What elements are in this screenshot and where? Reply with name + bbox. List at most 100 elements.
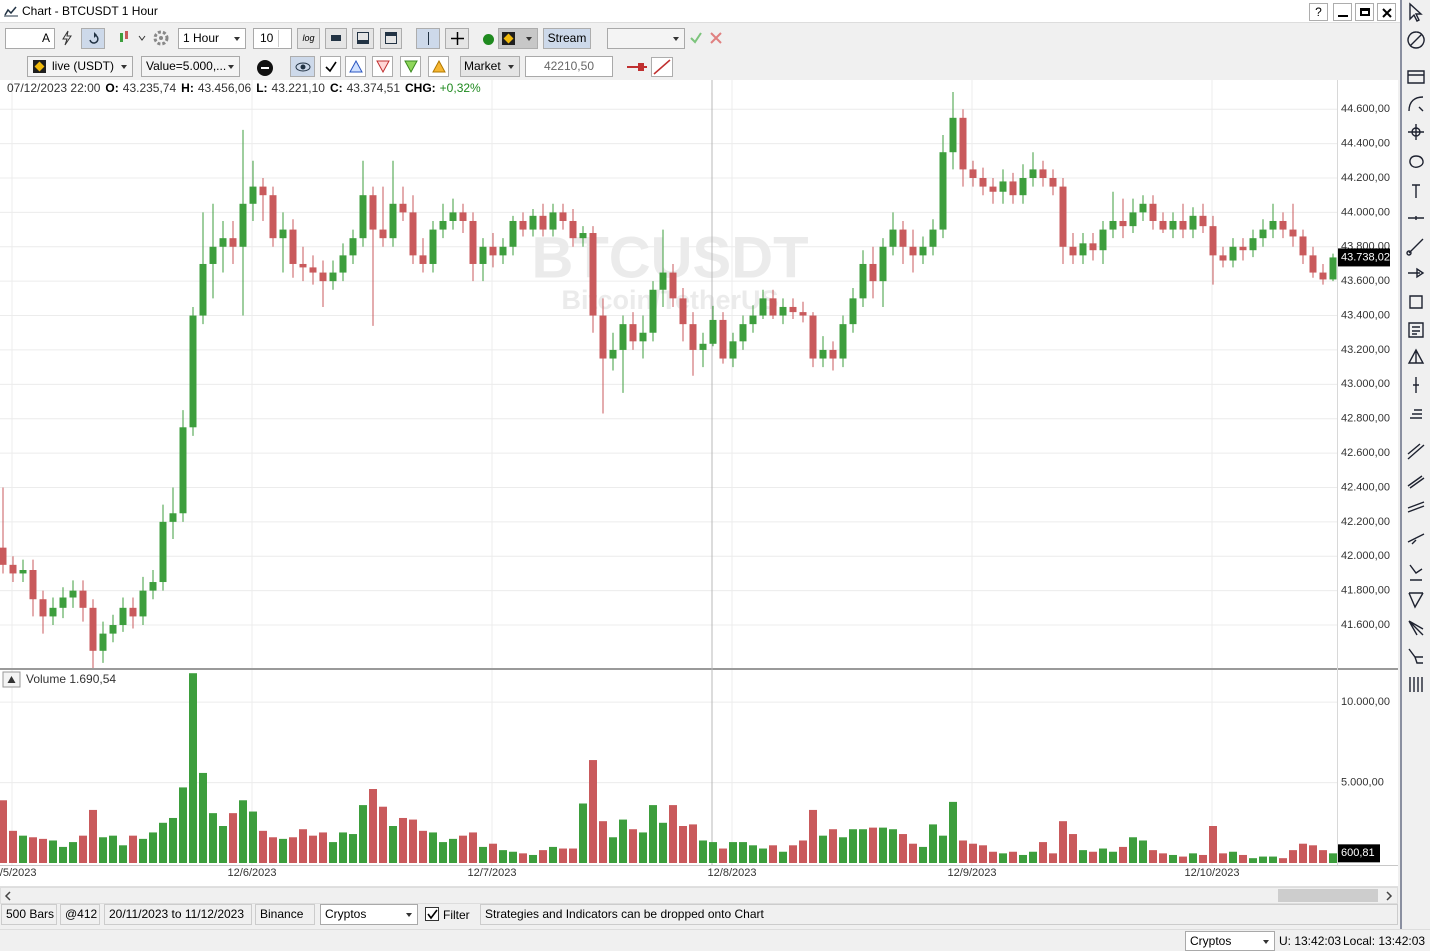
tool-icon[interactable] [1408,267,1425,279]
volume-bar [119,845,127,863]
order-type-dropdown[interactable]: Market [460,56,520,77]
candle-body [219,238,227,247]
tool-icon[interactable] [1413,377,1419,393]
candle-body [1129,212,1137,227]
accept-icon[interactable] [689,31,703,45]
volume-bar [399,817,407,863]
candle-body [749,315,757,325]
tool-icon[interactable] [1407,533,1425,545]
minimize-button[interactable] [1333,3,1352,21]
category-dropdown[interactable]: Cryptos [320,904,418,925]
scrollbar[interactable] [0,887,1398,904]
title-bar: Chart - BTCUSDT 1 Hour ? [0,0,1400,23]
candle-body [1299,236,1307,256]
candle-body [249,186,257,204]
symbol-input[interactable]: A [5,28,55,49]
scroll-thumb[interactable] [1278,889,1378,902]
tool-icon[interactable] [1409,564,1423,581]
filter-checkbox[interactable] [425,907,439,921]
empty-dropdown[interactable] [607,28,685,49]
price-spinner[interactable]: 42210,50 [525,56,613,77]
bars-spinner[interactable]: 10 [253,28,292,49]
stop-button[interactable] [257,60,273,76]
footer-category-dropdown[interactable]: Cryptos [1185,931,1275,951]
tool-shape [1409,2,1423,22]
tool-icon[interactable] [1408,648,1423,664]
tool-icon[interactable] [1406,238,1424,256]
candle-body [59,597,67,608]
tool-button[interactable] [380,28,402,49]
value-dropdown[interactable]: Value=5.000,... [141,56,240,77]
tool-icon[interactable] [1407,475,1425,489]
short-button[interactable] [428,56,449,77]
tool-button[interactable] [352,28,374,49]
volume-bar [1289,850,1297,863]
tool-icon[interactable] [1408,620,1424,636]
tool-shape [1413,377,1419,393]
candle-body [1219,255,1227,261]
tool-icon[interactable] [1407,501,1425,513]
cursor-button[interactable] [416,28,440,49]
tool-icon[interactable] [1408,216,1424,220]
order-line-icon[interactable] [626,58,648,76]
maximize-button[interactable] [1355,3,1374,21]
candle-body [909,246,917,256]
buy-button[interactable] [345,56,366,77]
tool-icon[interactable] [1407,70,1425,84]
tool-icon[interactable] [1407,348,1425,364]
exchange-name: Binance [255,904,315,925]
tool-icon[interactable] [1409,677,1423,692]
settings-icon[interactable] [152,29,170,47]
help-button[interactable]: ? [1309,3,1328,21]
exchange-dropdown[interactable] [498,28,538,49]
tool-icon[interactable] [1407,443,1425,460]
info-label: CHG: [405,81,436,95]
candle-body [1269,220,1277,230]
volume-bar [269,837,277,863]
crosshair-button[interactable] [445,28,469,49]
volume-bar [519,853,527,863]
tool-icon[interactable] [1409,155,1424,168]
tool-icon[interactable] [1410,409,1422,419]
tool-icon[interactable] [1409,2,1423,22]
sell-button[interactable] [372,56,393,77]
refresh-button[interactable] [81,28,105,49]
volume-bar [1099,848,1107,863]
tool-icon[interactable] [1408,96,1424,112]
info-value: 43.235,74 [123,81,177,95]
lightning-icon[interactable] [59,30,75,46]
tool-shape [1407,501,1425,513]
tool-icon[interactable] [1408,124,1424,140]
close-button[interactable] [1377,3,1396,21]
candle-body [129,607,137,617]
y-tick-label: 44.600,00 [1341,103,1390,115]
tool-icon[interactable] [1409,295,1423,309]
y-tick-label: 44.400,00 [1341,138,1390,150]
tool-icon[interactable] [1408,322,1424,338]
candle-body [1249,238,1257,251]
chart-type-icon[interactable] [118,29,148,47]
trend-order-icon[interactable] [651,57,673,77]
tool-icon[interactable] [1407,31,1425,49]
candle-body [259,186,267,196]
volume-bar [919,846,927,863]
volume-bar [1329,853,1337,863]
long-button[interactable] [400,56,421,77]
candle-body [99,633,107,651]
volume-bar [619,819,627,863]
candle-body [699,343,707,350]
stream-button[interactable]: Stream [543,28,591,49]
eye-button[interactable] [290,56,315,77]
log-button[interactable]: log [297,28,320,49]
tool-icon[interactable] [1408,592,1424,609]
reject-icon[interactable] [709,31,723,45]
candle-body [719,319,727,359]
interval-dropdown[interactable]: 1 Hour [178,28,246,49]
tool-icon[interactable] [1412,184,1420,198]
volume-bar [539,850,547,863]
account-dropdown[interactable]: live (USDT) [27,56,133,77]
info-line: 07/12/2023 22:00 O: 43.235,74 H: 43.456,06 L:… [7,81,481,95]
tool-button[interactable] [325,28,347,49]
check-button[interactable] [320,56,341,77]
tool-shape [1409,155,1424,168]
